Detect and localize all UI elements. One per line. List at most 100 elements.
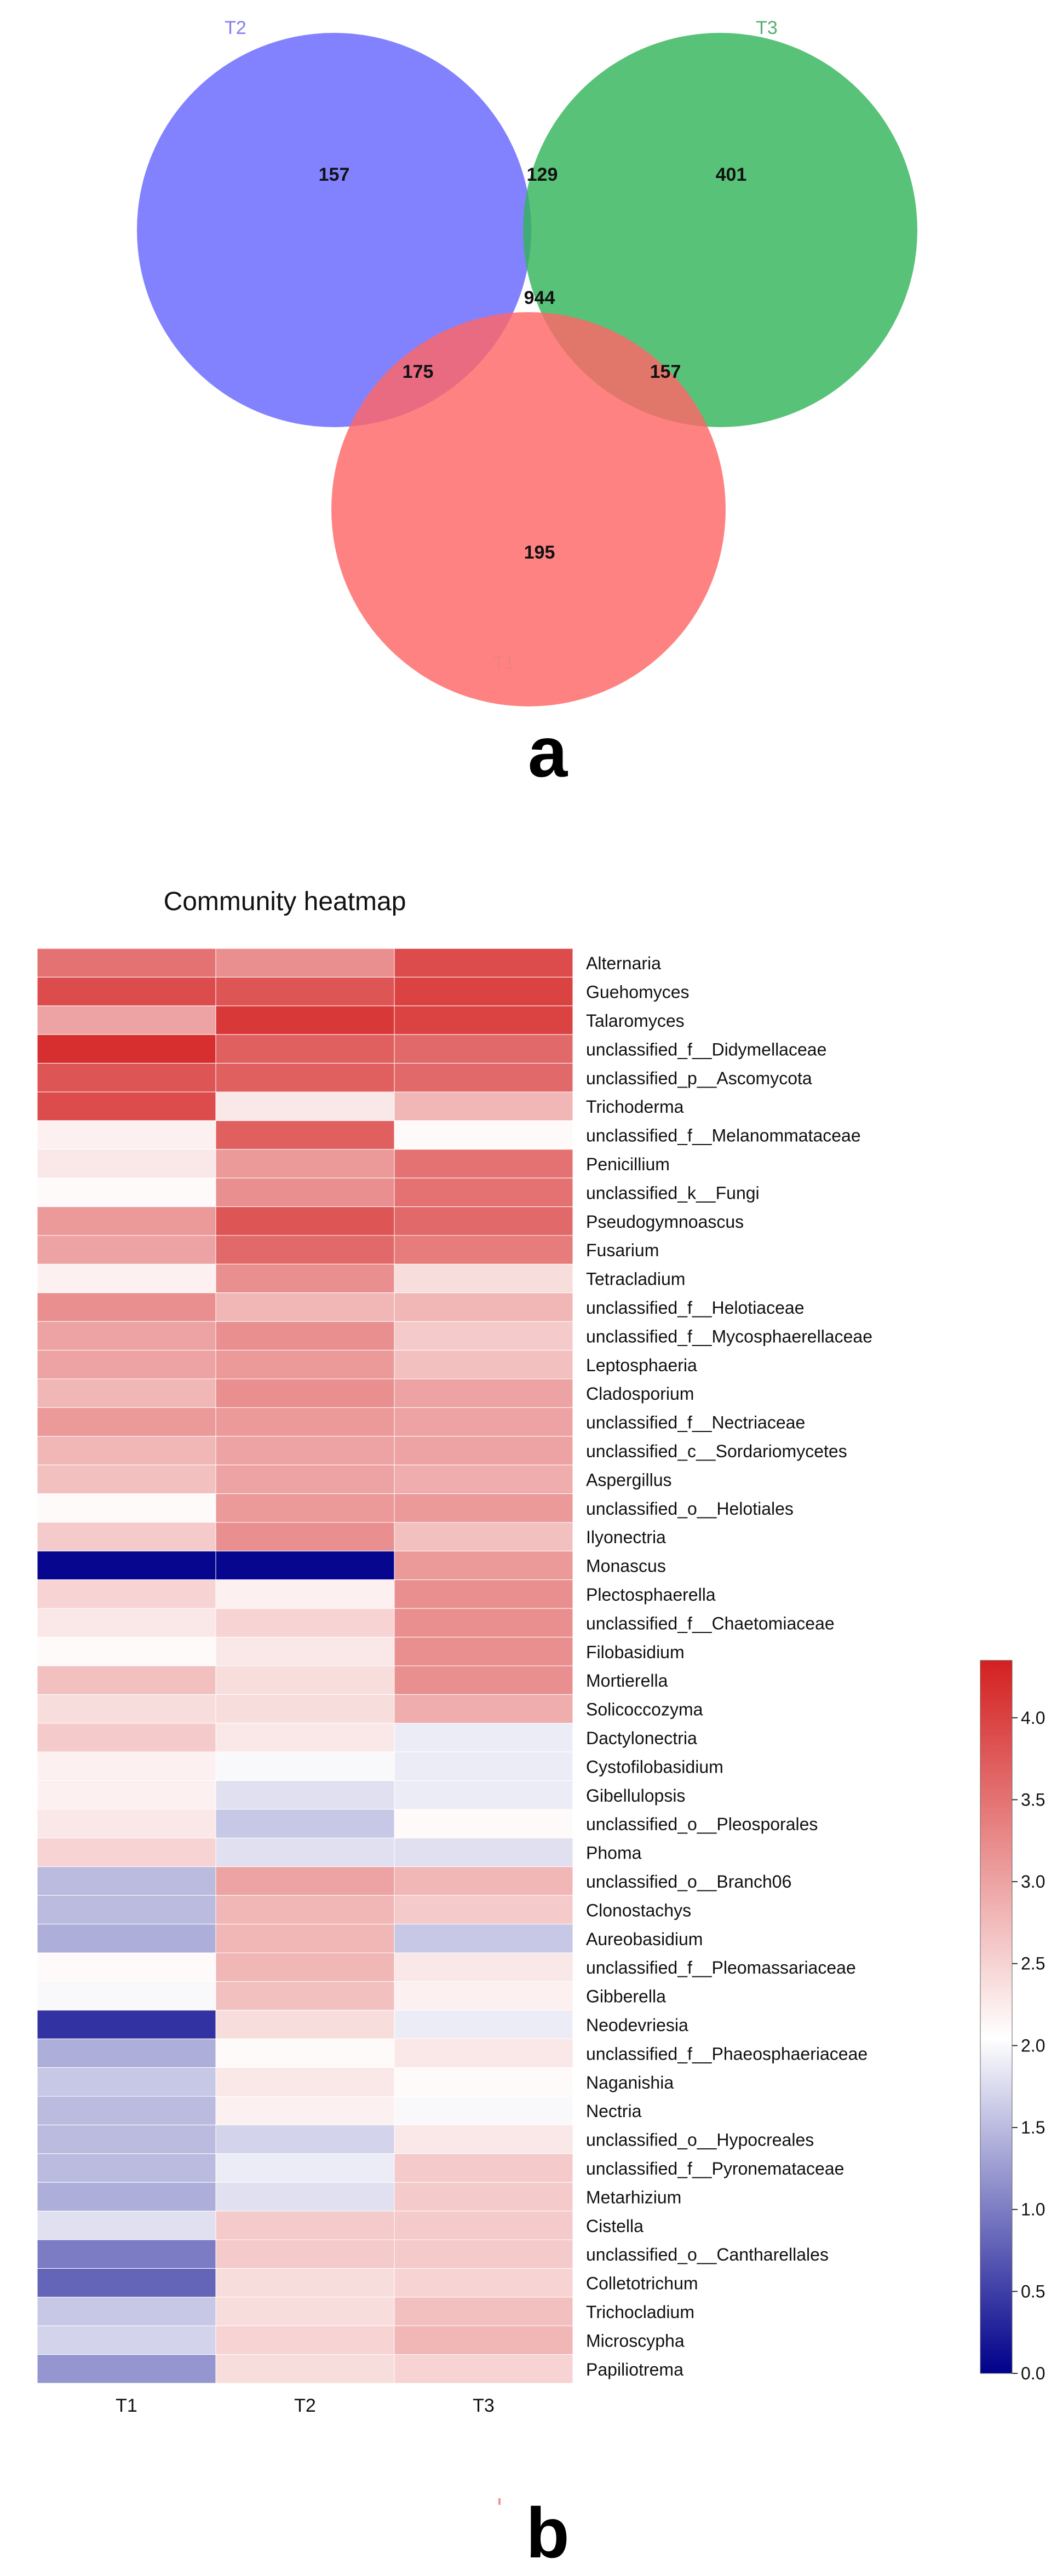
heatmap-cell: [37, 1866, 216, 1896]
heatmap-cell: [215, 1034, 395, 1064]
heatmap-row-label: unclassified_o__Hypocreales: [586, 2130, 814, 2150]
heatmap-cell: [394, 1263, 573, 1293]
heatmap-cell: [37, 1837, 216, 1867]
heatmap-cell: [394, 1780, 573, 1810]
heatmap-cell: [215, 2038, 395, 2068]
heatmap-cell: [215, 1637, 395, 1666]
heatmap-row-label: Naganishia: [586, 2073, 674, 2092]
heatmap-cell: [37, 1694, 216, 1724]
colorbar-tick-label: 2.0: [1021, 2036, 1045, 2055]
heatmap-cell: [394, 976, 573, 1007]
heatmap-cell: [215, 2211, 395, 2240]
heatmap-cell: [215, 2268, 395, 2298]
heatmap-title: Community heatmap: [164, 887, 406, 916]
colorbar-tick-label: 3.0: [1021, 1872, 1045, 1891]
heatmap-cell: [394, 1522, 573, 1551]
heatmap-cell: [37, 976, 216, 1007]
heatmap-cell: [215, 1550, 395, 1580]
heatmap-row-label: unclassified_f__Pyronemataceae: [586, 2159, 844, 2178]
heatmap-cell: [37, 1579, 216, 1609]
venn-count-t3: 401: [716, 164, 747, 185]
heatmap-column-label: T1: [116, 2395, 137, 2416]
heatmap-cell: [215, 1751, 395, 1781]
heatmap-cell: [394, 2038, 573, 2068]
heatmap-cell: [37, 1493, 216, 1523]
heatmap-cell: [394, 2010, 573, 2039]
heatmap-row-label: unclassified_o__Cantharellales: [586, 2245, 829, 2264]
colorbar-tick-label: 1.0: [1021, 2200, 1045, 2220]
heatmap-cell: [37, 1350, 216, 1379]
heatmap-row-label: Pseudogymnoascus: [586, 1212, 744, 1232]
heatmap-cell: [37, 1981, 216, 2011]
heatmap-cell: [215, 1522, 395, 1551]
heatmap-cell: [215, 1780, 395, 1810]
heatmap-cell: [394, 1436, 573, 1465]
heatmap-row-label: unclassified_f__Nectriaceae: [586, 1413, 805, 1433]
heatmap-cell: [37, 1263, 216, 1293]
heatmap-cell: [37, 2239, 216, 2269]
heatmap-row-label: Plectosphaerella: [586, 1585, 716, 1605]
heatmap-row-labels: Alternaria Guehomyces Talaromyces unclassif…: [586, 953, 872, 2379]
heatmap-cell: [215, 1866, 395, 1896]
heatmap-cell: [394, 1005, 573, 1035]
heatmap-row-label: Alternaria: [586, 953, 661, 973]
heatmap-row-label: Mortierella: [586, 1671, 668, 1691]
heatmap-cell: [215, 2124, 395, 2154]
heatmap-cell: [37, 2067, 216, 2097]
heatmap-cell: [394, 1952, 573, 1982]
colorbar-tick-label: 1.5: [1021, 2118, 1045, 2137]
heatmap-cell: [37, 1091, 216, 1121]
heatmap-cell: [215, 1924, 395, 1953]
heatmap-cell: [394, 1924, 573, 1953]
venn-circle-t1: [331, 312, 726, 706]
heatmap-row-label: unclassified_f__Mycosphaerellaceae: [586, 1326, 872, 1346]
heatmap-cell: [394, 2297, 573, 2326]
heatmap-cell: [215, 2067, 395, 2097]
heatmap-cell: [37, 2268, 216, 2298]
heatmap-cell: [37, 1464, 216, 1494]
colorbar-tick-label: 4.0: [1021, 1708, 1045, 1728]
heatmap-cell: [394, 948, 573, 978]
heatmap-row-label: Colletotrichum: [586, 2274, 698, 2293]
colorbar: [980, 1660, 1013, 2374]
heatmap-cell: [394, 1177, 573, 1208]
heatmap-cell: [394, 2354, 573, 2384]
heatmap-cell: [37, 1665, 216, 1695]
heatmap-cell: [215, 1350, 395, 1379]
heatmap-cell: [394, 1235, 573, 1264]
heatmap-row-label: Aspergillus: [586, 1470, 672, 1490]
panel-a-label: a: [528, 712, 568, 792]
heatmap-cell: [37, 1809, 216, 1838]
heatmap-cell: [215, 1378, 395, 1408]
heatmap-row-label: unclassified_f__Chaetomiaceae: [586, 1613, 835, 1633]
colorbar-ticks: 0.0 0.5 1.0 1.5 2.0 2.5 3.0 3.5 4.0: [1012, 1708, 1045, 2383]
venn-label-t1: T1: [493, 653, 515, 674]
heatmap-row-label: unclassified_c__Sordariomycetes: [586, 1441, 847, 1461]
heatmap-cell: [37, 2153, 216, 2183]
heatmap-cell: [394, 1464, 573, 1494]
heatmap-row-label: unclassified_k__Fungi: [586, 1183, 760, 1203]
heatmap-cell: [394, 2268, 573, 2298]
heatmap-cell: [394, 2067, 573, 2097]
heatmap-row-label: Solicoccozyma: [586, 1700, 703, 1720]
heatmap-cell: [37, 1235, 216, 1264]
heatmap-cell: [37, 1751, 216, 1781]
heatmap-cell: [394, 2096, 573, 2125]
venn-count-t1: 195: [524, 542, 555, 563]
heatmap-cell: [394, 1895, 573, 1925]
heatmap-cell: [215, 1694, 395, 1724]
heatmap-cell: [394, 1981, 573, 2011]
heatmap-cell: [394, 1292, 573, 1322]
heatmap-cell: [37, 1120, 216, 1150]
heatmap-cell: [37, 1895, 216, 1925]
heatmap-row-label: unclassified_o__Branch06: [586, 1872, 791, 1891]
colorbar-tick-label: 3.5: [1021, 1790, 1045, 1809]
heatmap-cell: [215, 1837, 395, 1867]
heatmap-cell: [37, 1005, 216, 1035]
heatmap-row-label: Ilyonectria: [586, 1527, 666, 1547]
heatmap-cell: [394, 1407, 573, 1437]
heatmap-cell: [394, 1378, 573, 1408]
heatmap-cell: [215, 948, 395, 978]
heatmap-cell: [215, 1005, 395, 1035]
heatmap-cell: [215, 1436, 395, 1465]
